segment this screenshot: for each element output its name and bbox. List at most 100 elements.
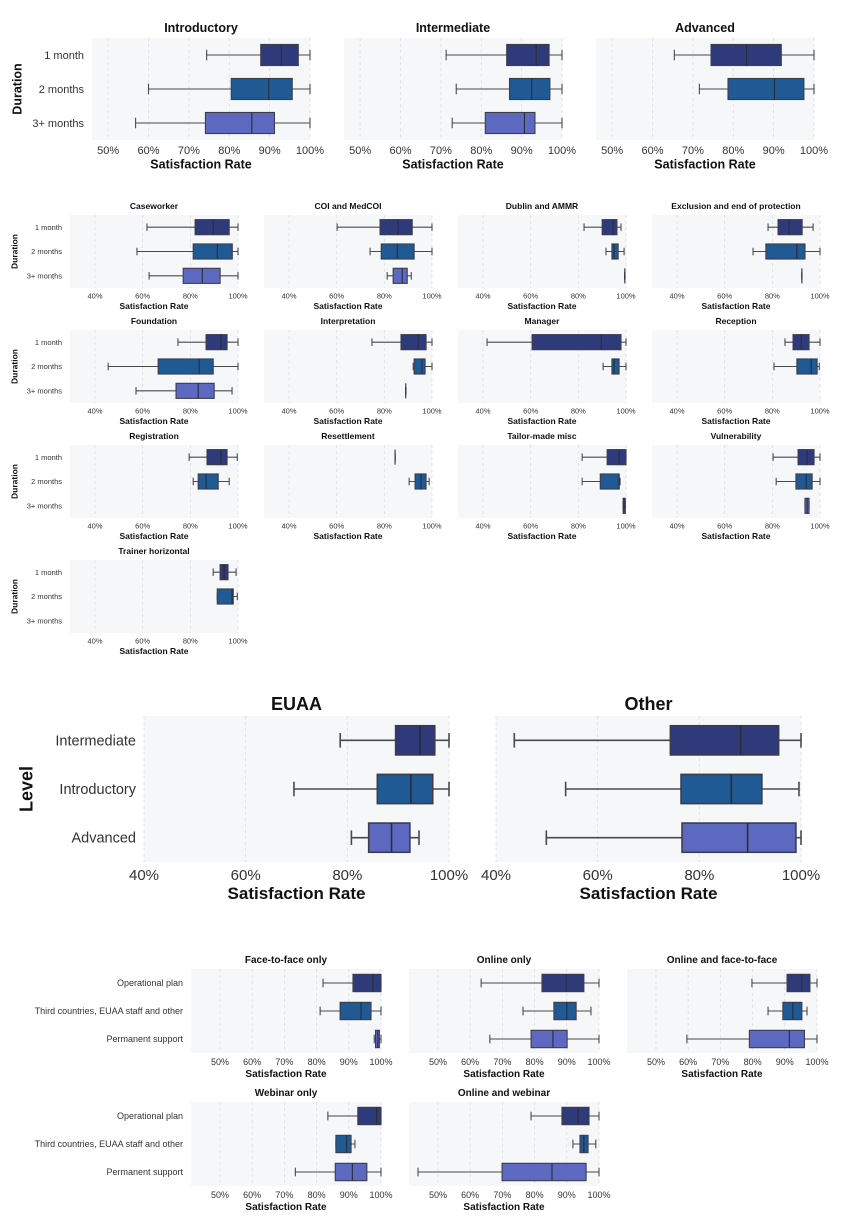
x-tick-label: 100% <box>228 637 248 646</box>
box-third-countries-euaa-staff-and-other <box>522 1001 592 1021</box>
box-2-months <box>773 358 820 375</box>
x-tick-label: 100% <box>422 292 442 301</box>
x-tick-label: 90% <box>776 1057 794 1067</box>
x-tick-label: 40% <box>88 292 103 301</box>
box-2-months <box>107 358 239 375</box>
x-tick-label: 50% <box>429 1190 447 1200</box>
x-tick-label: 60% <box>231 867 261 884</box>
panel-manager: 40% 60% 80% 100% Manager Satisfaction Rate <box>458 316 636 426</box>
box-iqr <box>506 43 550 67</box>
box-iqr <box>367 822 411 854</box>
x-tick-label: 100% <box>587 1190 610 1200</box>
box-1-month <box>767 219 814 236</box>
x-axis-label: Satisfaction Rate <box>314 301 383 311</box>
panel-exclusion-and-end-of-protection: 40% 60% 80% 100% Exclusion and end of protec… <box>652 201 830 311</box>
x-tick-label: 40% <box>282 292 297 301</box>
x-tick-label: 90% <box>558 1190 576 1200</box>
x-tick-label: 40% <box>88 407 103 416</box>
box-2-months <box>581 473 621 490</box>
box-3-months <box>135 382 233 399</box>
box-1-month <box>445 43 563 67</box>
box-permanent-support <box>489 1029 600 1049</box>
box-1-month <box>371 334 433 351</box>
x-tick-label: 80% <box>183 407 198 416</box>
box-iqr <box>599 473 620 490</box>
x-tick-label: 80% <box>722 145 744 157</box>
box-iqr <box>606 449 627 466</box>
x-tick-label: 60% <box>717 522 732 531</box>
x-axis-label: Satisfaction Rate <box>120 301 189 311</box>
x-tick-label: 80% <box>377 407 392 416</box>
x-axis-label: Satisfaction Rate <box>314 416 383 426</box>
x-tick-label: 60% <box>461 1190 479 1200</box>
y-category-label: 2 months <box>39 84 85 96</box>
figure-by-organiser: 40% 60% 80% 100% EUAA Satisfaction Rate Interm… <box>16 694 820 903</box>
box-intermediate <box>513 724 802 756</box>
box-iqr <box>335 1134 352 1154</box>
x-axis-label: Satisfaction Rate <box>120 531 189 541</box>
x-tick-label: 100% <box>228 522 248 531</box>
x-tick-label: 100% <box>422 407 442 416</box>
box-1-month <box>146 219 239 236</box>
box-iqr <box>501 1162 587 1182</box>
x-axis-label: Satisfaction Rate <box>150 158 251 172</box>
x-tick-label: 70% <box>430 145 452 157</box>
y-category-label: 3+ months <box>27 501 62 510</box>
box-2-months <box>602 358 627 375</box>
figure-by-format: 50% 60% 70% 80% 90% 100% Face-to-face only Sati… <box>0 955 829 1213</box>
y-category-label: 1 month <box>35 568 62 577</box>
x-tick-label: 70% <box>275 1057 293 1067</box>
x-tick-label: 60% <box>243 1057 261 1067</box>
panel-title: Intermediate <box>416 21 490 35</box>
box-3-months <box>386 267 412 284</box>
y-category-label: 3+ months <box>32 118 84 130</box>
y-category-label: 2 months <box>31 592 62 601</box>
panel-title: Online and webinar <box>458 1088 550 1099</box>
x-axis-label: Satisfaction Rate <box>314 531 383 541</box>
y-category-label: 1 month <box>44 50 84 62</box>
box-iqr <box>541 973 585 993</box>
y-category-label: 2 months <box>31 247 62 256</box>
y-category-label: Intermediate <box>55 733 136 749</box>
x-tick-label: 80% <box>571 522 586 531</box>
x-tick-label: 60% <box>523 522 538 531</box>
x-tick-label: 90% <box>340 1057 358 1067</box>
box-iqr <box>561 1106 590 1126</box>
panel-title: Online and face-to-face <box>667 955 778 966</box>
plot-background <box>264 445 432 518</box>
x-tick-label: 60% <box>329 292 344 301</box>
panel-title: Advanced <box>675 21 735 35</box>
panel-foundation: 40% 60% 80% 100% Foundation Satisfaction Rate… <box>10 316 248 426</box>
panel-title: Dublin and AMMR <box>506 201 578 211</box>
y-category-label: 3+ months <box>27 271 62 280</box>
box-2-months <box>412 358 433 375</box>
x-tick-label: 60% <box>583 867 613 884</box>
panel-caseworker: 40% 60% 80% 100% Caseworker Satisfaction Rate… <box>10 201 248 311</box>
x-tick-label: 100% <box>810 522 830 531</box>
panel-title: COI and MedCOI <box>314 201 381 211</box>
box-third-countries-euaa-staff-and-other <box>319 1001 382 1021</box>
x-tick-label: 100% <box>616 407 636 416</box>
box-2-months <box>698 77 815 101</box>
x-tick-label: 60% <box>135 637 150 646</box>
box-3-months <box>135 111 311 135</box>
x-tick-label: 80% <box>744 1057 762 1067</box>
box-iqr <box>394 724 436 756</box>
x-axis-label: Satisfaction Rate <box>681 1069 763 1080</box>
y-category-label: 2 months <box>31 362 62 371</box>
box-iqr <box>205 334 228 351</box>
y-category-label: Advanced <box>72 831 137 847</box>
panel-face-to-face-only: 50% 60% 70% 80% 90% 100% Face-to-face only Sati… <box>0 955 393 1080</box>
panel-advanced: 50% 60% 70% 80% 90% 100% Advanced Satisfaction … <box>596 21 828 172</box>
panel-title: Interpretation <box>321 316 376 326</box>
y-category-label: 2 months <box>31 477 62 486</box>
x-tick-label: 80% <box>765 292 780 301</box>
x-axis-label: Satisfaction Rate <box>120 416 189 426</box>
box-1-month <box>772 449 821 466</box>
box-iqr <box>611 358 620 375</box>
y-category-label: 1 month <box>35 223 62 232</box>
figure-by-level: 50% 60% 70% 80% 90% 100% Introductory Satisfact… <box>11 21 829 172</box>
x-tick-label: 40% <box>282 522 297 531</box>
box-1-month <box>206 43 311 67</box>
x-tick-label: 100% <box>810 407 830 416</box>
